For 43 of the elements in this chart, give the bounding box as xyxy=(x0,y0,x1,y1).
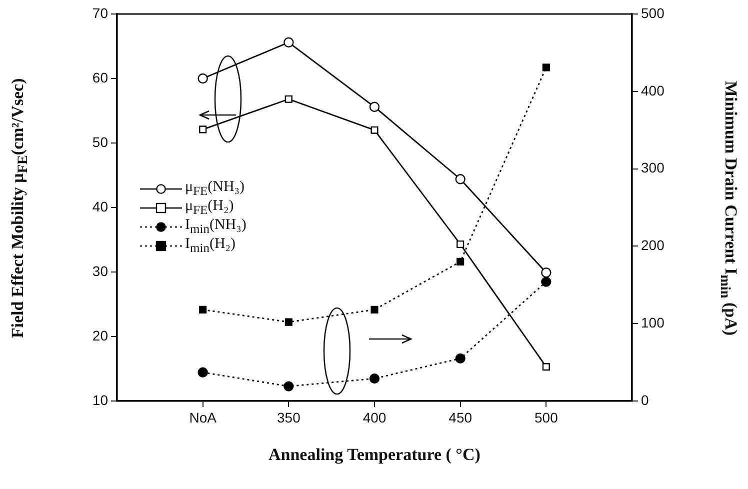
point xyxy=(284,381,294,392)
point xyxy=(542,64,550,72)
point xyxy=(369,102,380,112)
point xyxy=(284,318,292,326)
x-tick-label: 450 xyxy=(448,409,472,426)
point xyxy=(541,276,552,287)
point xyxy=(284,95,292,103)
point xyxy=(456,258,464,266)
y2-tick-label: 400 xyxy=(641,82,665,98)
y-tick-label: 50 xyxy=(92,134,108,150)
point xyxy=(198,367,208,378)
x-axis-title: Annealing Temperature ( °C) xyxy=(268,445,480,465)
point xyxy=(541,268,552,278)
y-tick-label: 70 xyxy=(92,4,108,21)
y2-tick-label: 500 xyxy=(641,4,665,21)
point xyxy=(284,37,294,48)
x-tick-label: NoA xyxy=(189,409,218,426)
y2-tick-label: 0 xyxy=(641,392,649,408)
point xyxy=(542,363,550,371)
legend-label: I$_{min}$(NH₃) xyxy=(185,217,246,237)
y-tick-label: 30 xyxy=(92,262,108,279)
point xyxy=(455,174,466,184)
point xyxy=(370,306,378,314)
y-tick-label: 40 xyxy=(92,198,108,214)
x-tick-label: 350 xyxy=(276,409,301,426)
x-tick-label: 500 xyxy=(534,409,558,426)
point xyxy=(456,240,464,248)
y-tick-label: 10 xyxy=(92,392,108,408)
y-tick-label: 20 xyxy=(92,327,108,344)
point xyxy=(369,373,380,384)
y-tick-label: 60 xyxy=(92,69,108,86)
legend-label: I$_{min}$(H₂) xyxy=(185,236,236,256)
y2-tick-label: 200 xyxy=(641,237,665,254)
legend-label: μ$_{FE}$(NH₃) xyxy=(185,179,245,199)
legend-label: μ$_{FE}$(H₂) xyxy=(185,198,234,218)
point xyxy=(455,353,466,364)
point xyxy=(198,73,208,84)
y2-tick-label: 300 xyxy=(641,160,665,176)
point xyxy=(199,306,207,314)
point xyxy=(370,126,378,134)
y2-tick-label: 100 xyxy=(641,314,665,330)
point xyxy=(199,126,207,134)
x-tick-label: 400 xyxy=(362,409,386,426)
